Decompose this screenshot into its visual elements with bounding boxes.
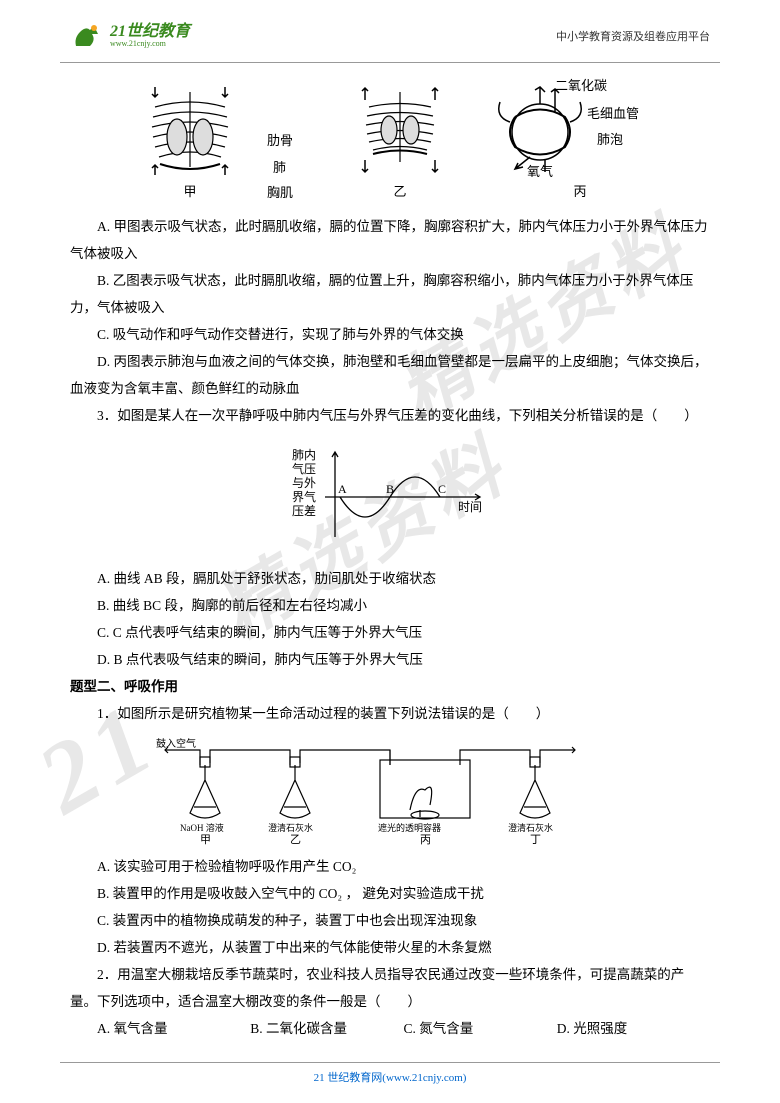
label-feipao: 肺泡 <box>597 127 623 153</box>
q2-1-optA: A. 该实验可用于检验植物呼吸作用产生 CO₂ <box>70 853 710 880</box>
diagram-row: 甲 肋骨 肺 胸肌 <box>70 77 710 205</box>
chart-point-B: B <box>386 482 394 496</box>
label-co2: 二氧化碳 <box>555 73 607 99</box>
flask-shaded: 遮光的透明容器 <box>378 822 441 833</box>
svg-text:与外: 与外 <box>292 476 316 490</box>
q3-chart: 肺内 气压 与外 界气 压差 A B C 时间 <box>70 437 710 557</box>
q2-2-stem: 2．用温室大棚栽培反季节蔬菜时，农业科技人员指导农民通过改变一些环境条件，可提高… <box>70 961 710 1015</box>
q-top-optA: A. 甲图表示吸气状态，此时膈肌收缩，膈的位置下降，胸廓容积扩大，肺内气体压力小… <box>70 213 710 267</box>
flask-naoh: NaOH 溶液 <box>180 822 224 833</box>
diagram-jia: 甲 <box>135 82 245 205</box>
flask-air-in: 鼓入空气 <box>156 737 196 750</box>
logo-main-text: 21世纪教育 <box>110 24 190 40</box>
q3-optB: B. 曲线 BC 段，胸廓的前后径和左右径均减小 <box>70 592 710 619</box>
q2-2-optD: D. 光照强度 <box>557 1015 710 1042</box>
label-o2: 氧气 <box>527 159 553 185</box>
q3-optA: A. 曲线 AB 段，膈肌处于舒张状态，肋间肌处于收缩状态 <box>70 565 710 592</box>
svg-text:气压: 气压 <box>292 461 316 476</box>
q-top-optC: C. 吸气动作和呼气动作交替进行，实现了肺与外界的气体交换 <box>70 321 710 348</box>
label-leigu: 肋骨 <box>267 128 293 154</box>
ribcage-labels: 肋骨 肺 胸肌 <box>275 110 315 205</box>
q2-1-optC: C. 装置丙中的植物换成萌发的种子，装置丁中也会出现浑浊现象 <box>70 907 710 934</box>
label-fei: 肺 <box>273 155 286 181</box>
q2-1-stem: 1．如图所示是研究植物某一生命活动过程的装置下列说法错误的是（ ） <box>70 700 710 727</box>
q3-stem: 3．如图是某人在一次平静呼吸中肺内气压与外界气压差的变化曲线，下列相关分析错误的… <box>70 402 710 429</box>
header-right-text: 中小学教育资源及组卷应用平台 <box>556 28 710 44</box>
q3-optD: D. B 点代表吸气结束的瞬间，肺内气压等于外界大气压 <box>70 646 710 673</box>
flask-lime1: 澄清石灰水 <box>268 822 313 833</box>
caption-jia: 甲 <box>183 179 196 205</box>
caption-yi: 乙 <box>393 179 406 205</box>
flask-ding: 丁 <box>530 834 541 845</box>
flask-lime2: 澄清石灰水 <box>508 822 553 833</box>
caption-bing: 丙 <box>573 179 586 205</box>
q-top-optD: D. 丙图表示肺泡与血液之间的气体交换，肺泡壁和毛细血管壁都是一层扁平的上皮细胞… <box>70 348 710 402</box>
page-header: 21世纪教育 www.21cnjy.com 中小学教育资源及组卷应用平台 <box>60 0 720 63</box>
flask-jia: 甲 <box>200 834 211 845</box>
flask-diagram: 鼓入空气 NaOH 溶液 甲 澄清石灰水 乙 遮光的透明容器 丙 澄清石灰水 丁 <box>70 735 710 845</box>
content-area: 甲 肋骨 肺 胸肌 <box>0 77 780 1042</box>
flask-yi: 乙 <box>290 833 301 845</box>
q2-2-optA: A. 氧气含量 <box>97 1015 250 1042</box>
q2-2-options: A. 氧气含量 B. 二氧化碳含量 C. 氮气含量 D. 光照强度 <box>70 1015 710 1042</box>
q3-optC: C. C 点代表呼气结束的瞬间，肺内气压等于外界大气压 <box>70 619 710 646</box>
svg-text:压差: 压差 <box>292 504 316 518</box>
section2-title: 题型二、呼吸作用 <box>70 673 710 700</box>
logo-icon <box>70 20 106 52</box>
logo: 21世纪教育 www.21cnjy.com <box>70 20 190 52</box>
q-top-optB: B. 乙图表示吸气状态，此时膈肌收缩，膈的位置上升，胸廓容积缩小，肺内气体压力小… <box>70 267 710 321</box>
q2-2-optB: B. 二氧化碳含量 <box>250 1015 403 1042</box>
diagram-bing: 二氧化碳 毛细血管 肺泡 氧气 丙 <box>485 77 645 205</box>
q2-1-optB: B. 装置甲的作用是吸收鼓入空气中的 CO₂ ， 避免对实验造成干扰 <box>70 880 710 907</box>
flask-bing: 丙 <box>420 834 431 845</box>
logo-sub-text: www.21cnjy.com <box>110 40 190 48</box>
page-footer: 21 世纪教育网(www.21cnjy.com) <box>60 1062 720 1085</box>
svg-text:界气: 界气 <box>292 489 316 504</box>
chart-point-C: C <box>438 482 446 496</box>
label-xiongji: 胸肌 <box>267 180 293 206</box>
q2-2-optC: C. 氮气含量 <box>404 1015 557 1042</box>
chart-point-A: A <box>338 482 347 496</box>
svg-text:肺内: 肺内 <box>292 448 316 462</box>
label-capillary: 毛细血管 <box>587 101 639 127</box>
q2-1-optD: D. 若装置丙不遮光，从装置丁中出来的气体能使带火星的木条复燃 <box>70 934 710 961</box>
diagram-yi: 乙 <box>345 82 455 205</box>
chart-xlabel: 时间 <box>458 500 482 514</box>
